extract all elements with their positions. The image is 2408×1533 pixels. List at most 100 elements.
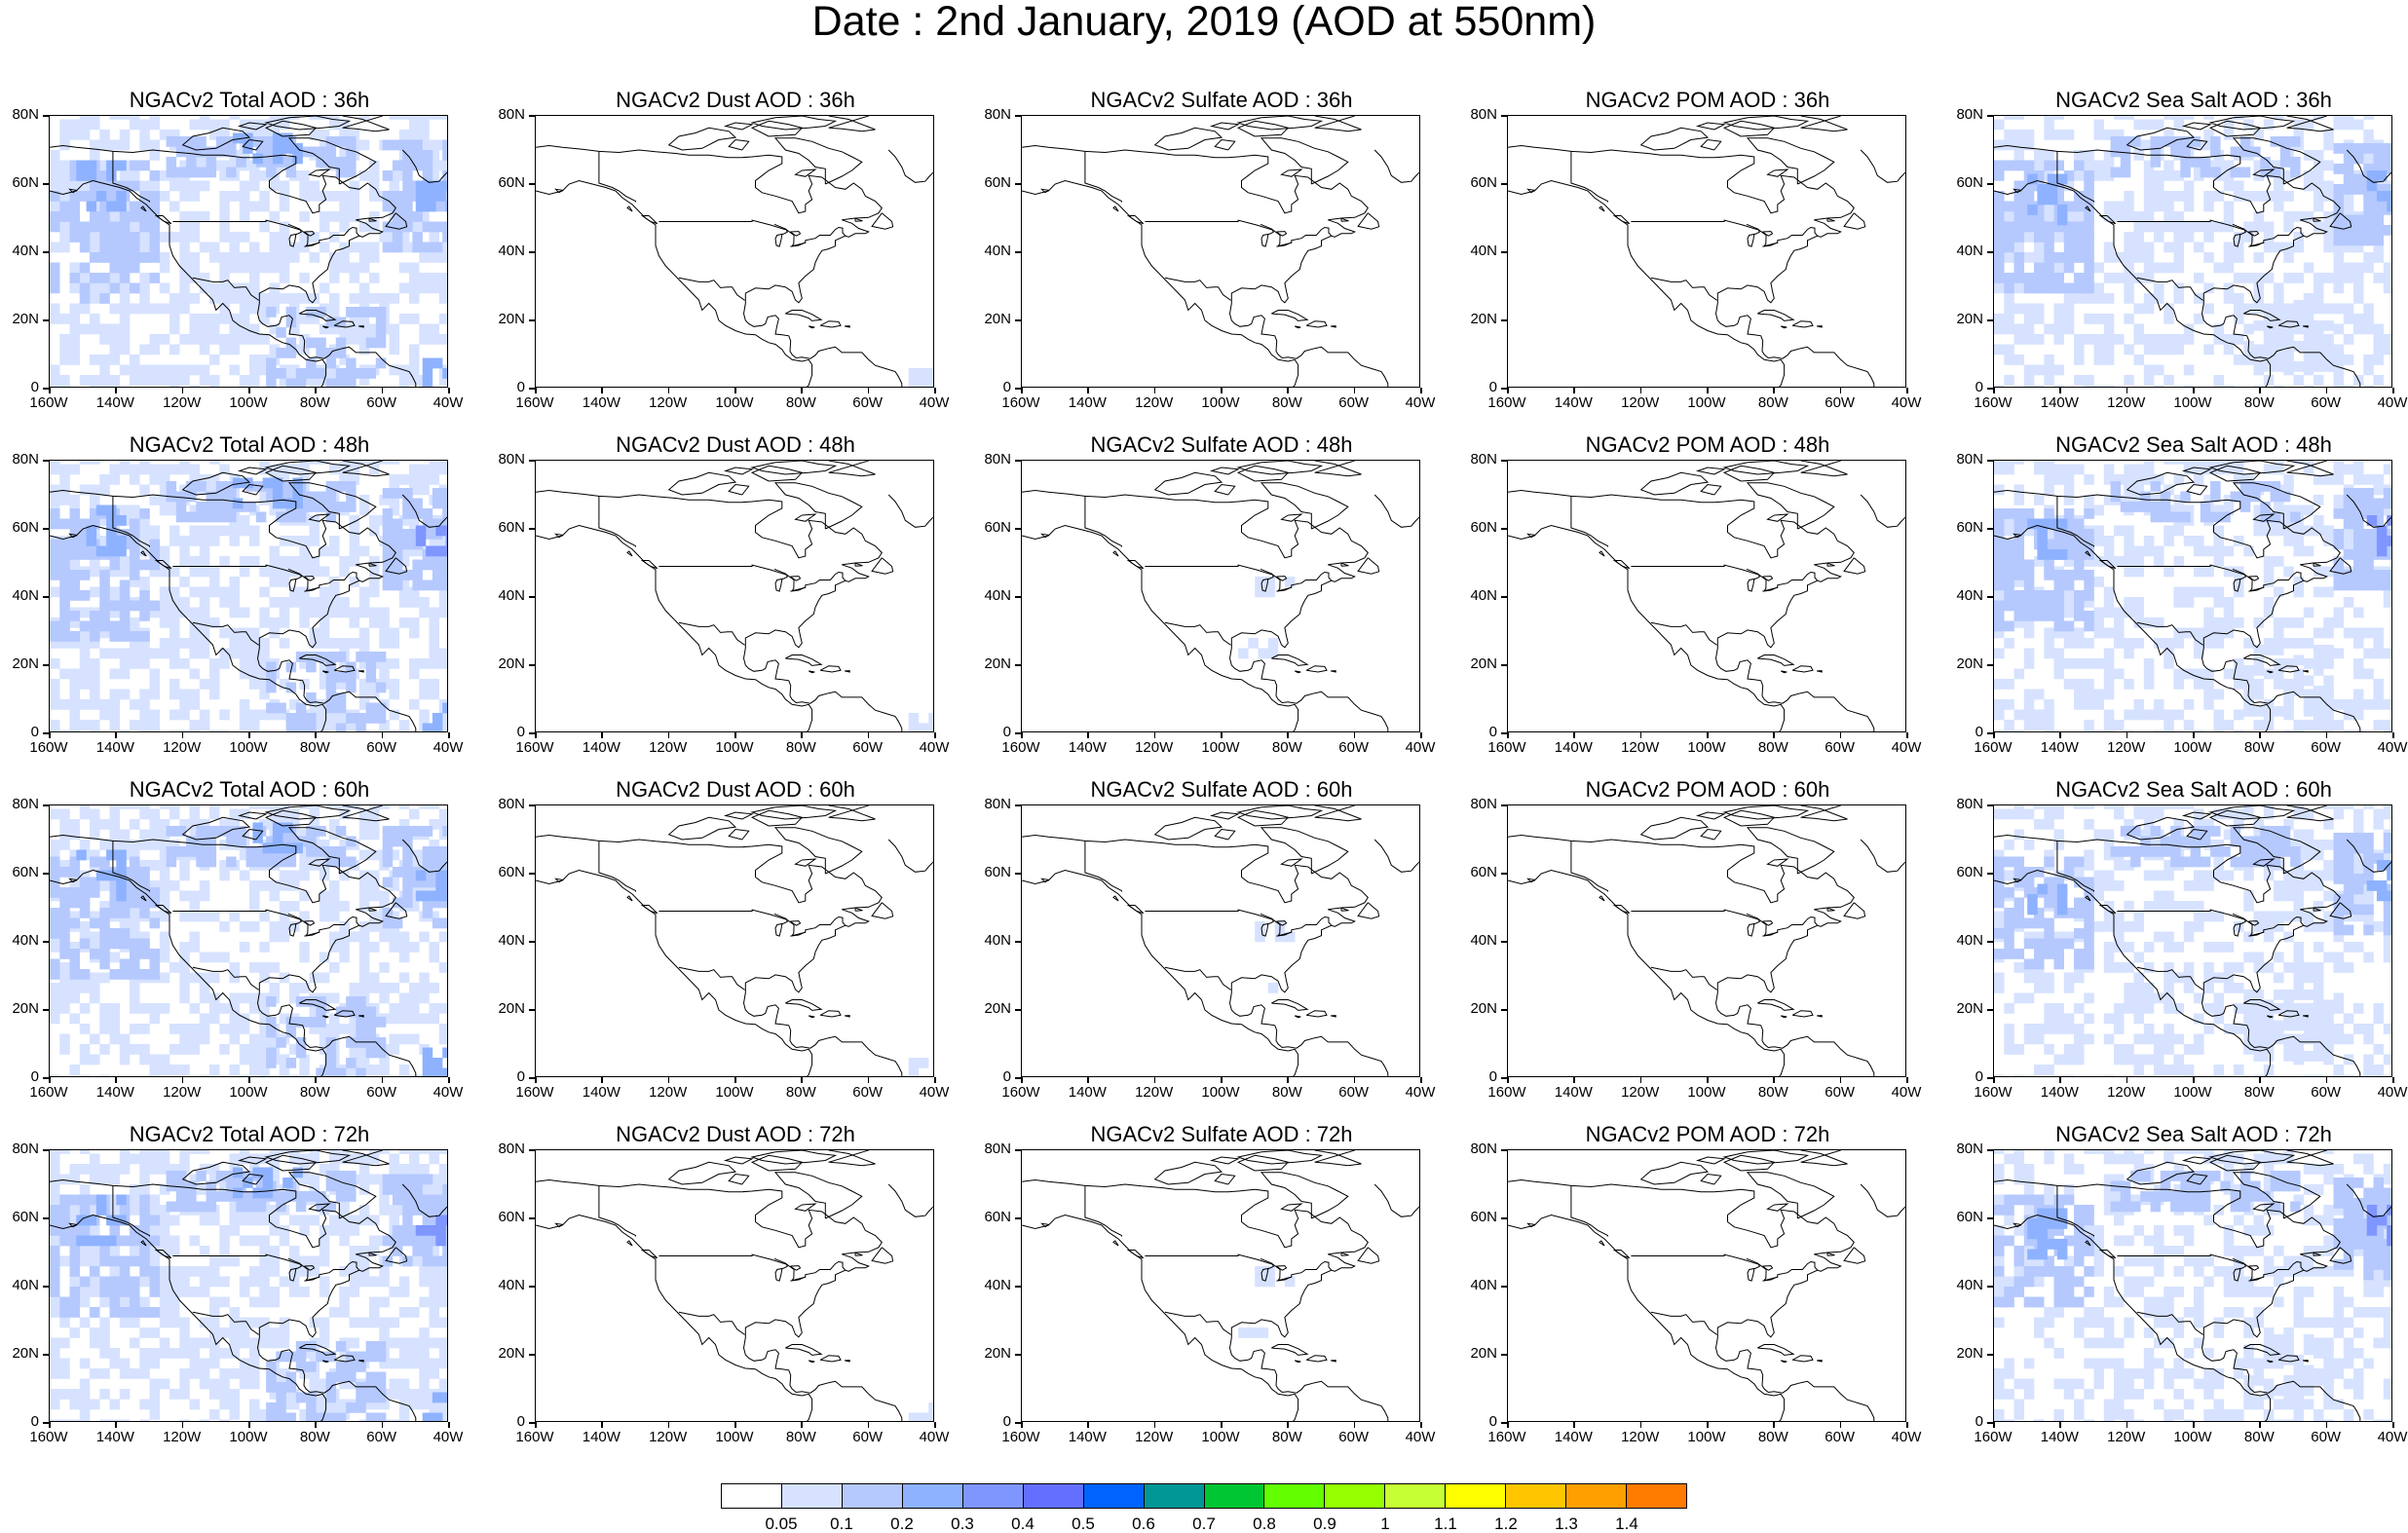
aod-cell	[2024, 334, 2035, 345]
aod-cell	[2094, 690, 2105, 700]
aod-cell	[2134, 556, 2145, 567]
coastline-path	[774, 914, 787, 936]
aod-cell	[179, 1034, 190, 1045]
aod-cell	[130, 120, 140, 131]
lon-tick-label: 120W	[1129, 1085, 1180, 1101]
lon-tick-label: 120W	[157, 740, 207, 756]
aod-cell	[2064, 304, 2075, 315]
aod-cell	[310, 293, 320, 304]
aod-cell	[2004, 116, 2014, 120]
aod-cell	[249, 1034, 260, 1045]
aod-cell	[393, 488, 403, 499]
aod-cell	[356, 368, 366, 379]
aod-cell	[139, 232, 150, 243]
aod-cell	[2064, 1014, 2075, 1025]
aod-cell	[219, 283, 230, 294]
aod-cell	[240, 1055, 249, 1066]
lon-tick-label: 120W	[1615, 1085, 1666, 1101]
aod-cell	[2084, 474, 2094, 485]
aod-cell	[99, 140, 110, 151]
aod-cell	[1994, 243, 2005, 253]
aod-cell	[296, 368, 307, 379]
aod-cell	[2194, 546, 2204, 557]
aod-cell	[320, 597, 330, 608]
aod-cell	[369, 293, 380, 304]
aod-cell	[200, 1034, 210, 1045]
aod-cell	[110, 669, 121, 680]
aod-cell	[90, 150, 100, 161]
aod-cell	[369, 161, 380, 171]
lon-tick-label: 140W	[576, 1085, 626, 1101]
aod-cell	[99, 949, 110, 959]
lon-tick-label: 140W	[2034, 395, 2085, 411]
aod-cell	[190, 608, 201, 618]
aod-cell	[390, 1014, 400, 1025]
aod-cell	[120, 730, 131, 733]
coastlines	[1022, 461, 1420, 732]
aod-cell	[369, 170, 380, 181]
aod-cell	[2034, 710, 2045, 721]
lat-tick-label: 0	[486, 380, 525, 395]
aod-cell	[179, 232, 190, 243]
aod-cell	[320, 912, 330, 922]
aod-cell	[346, 358, 357, 369]
aod-cell	[2014, 710, 2025, 721]
aod-cell	[150, 345, 161, 355]
aod-cell	[2363, 529, 2374, 540]
lat-tick-label: 60N	[972, 175, 1011, 191]
aod-cell	[2323, 676, 2334, 687]
aod-cell	[2054, 273, 2065, 283]
aod-cell	[359, 983, 370, 993]
coastline-path	[1128, 216, 1143, 224]
aod-cell	[2034, 252, 2045, 263]
aod-cell	[50, 304, 60, 315]
aod-cell	[179, 891, 190, 902]
aod-cell	[266, 1048, 277, 1059]
coastline-path	[1614, 216, 1629, 224]
aod-cell	[139, 560, 150, 571]
aod-cell	[179, 181, 190, 192]
coastline-path	[1508, 491, 1854, 649]
aod-cell	[160, 546, 170, 557]
aod-cell	[2234, 252, 2244, 263]
aod-cell	[2124, 710, 2134, 721]
map-plot-area	[1993, 804, 2392, 1077]
aod-cell	[2384, 334, 2392, 345]
aod-cell	[2074, 658, 2085, 669]
aod-cell	[2104, 252, 2115, 263]
aod-cell	[2034, 263, 2045, 274]
aod-cell	[2084, 690, 2094, 700]
aod-cell	[296, 512, 307, 523]
aod-cell	[1994, 809, 2005, 820]
aod-cell	[2194, 243, 2204, 253]
lon-tick-label: 80W	[2234, 740, 2284, 756]
aod-cell	[70, 699, 81, 710]
aod-cell	[350, 181, 360, 192]
aod-cell	[2184, 699, 2195, 710]
aod-cell	[59, 621, 70, 632]
aod-cell	[2014, 549, 2025, 560]
aod-cell	[326, 1048, 337, 1059]
lat-tick-label: 20N	[486, 312, 525, 327]
aod-cell	[50, 508, 60, 519]
lon-tick-label: 120W	[157, 1085, 207, 1101]
lat-tick-label: 40N	[486, 243, 525, 259]
map-plot-area	[535, 460, 934, 732]
aod-cell	[2344, 225, 2354, 236]
lat-tick-label: 80N	[486, 797, 525, 812]
aod-cell	[249, 170, 260, 181]
aod-cell	[99, 293, 110, 304]
aod-cell	[329, 211, 340, 222]
aod-cell	[296, 713, 307, 724]
lon-tick-label: 140W	[2034, 740, 2085, 756]
aod-cell	[230, 1024, 241, 1034]
aod-cell	[346, 1037, 357, 1048]
aod-cell	[2224, 608, 2235, 618]
aod-cell	[390, 1044, 400, 1055]
aod-cell	[2344, 263, 2354, 274]
aod-cell	[2024, 699, 2035, 710]
aod-cell	[439, 932, 448, 943]
aod-cell	[70, 679, 81, 690]
aod-cell	[2034, 1024, 2045, 1034]
aod-cell	[419, 116, 430, 120]
